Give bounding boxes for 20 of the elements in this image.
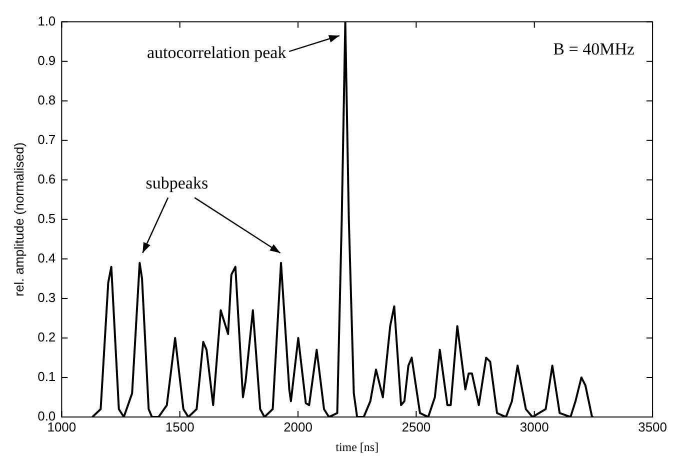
y-tick-label: 0.8 — [38, 92, 56, 108]
y-axis-title: rel. amplitude (normalised) — [11, 142, 26, 296]
annotation: autocorrelation peak — [146, 42, 287, 62]
x-tick-label: 3500 — [638, 419, 667, 434]
x-tick-label: 1500 — [165, 419, 194, 434]
x-axis-title: time [ns] — [336, 440, 379, 454]
x-tick-label: 2000 — [284, 419, 312, 434]
y-tick-label: 0.9 — [38, 52, 56, 68]
y-tick-label: 0.5 — [38, 210, 56, 226]
y-tick-label: 0.7 — [38, 132, 56, 147]
annotation: B = 40MHz — [553, 39, 635, 58]
y-tick-label: 1.0 — [38, 13, 56, 28]
y-tick-label: 0.6 — [38, 171, 56, 186]
y-tick-label: 0.4 — [38, 250, 56, 266]
y-tick-label: 0.3 — [38, 290, 56, 306]
annotation: subpeaks — [146, 173, 208, 192]
y-tick-label: 0.2 — [38, 330, 56, 345]
y-tick-label: 0.1 — [38, 369, 56, 384]
x-tick-label: 3000 — [520, 419, 549, 434]
x-tick-label: 2500 — [402, 419, 431, 434]
